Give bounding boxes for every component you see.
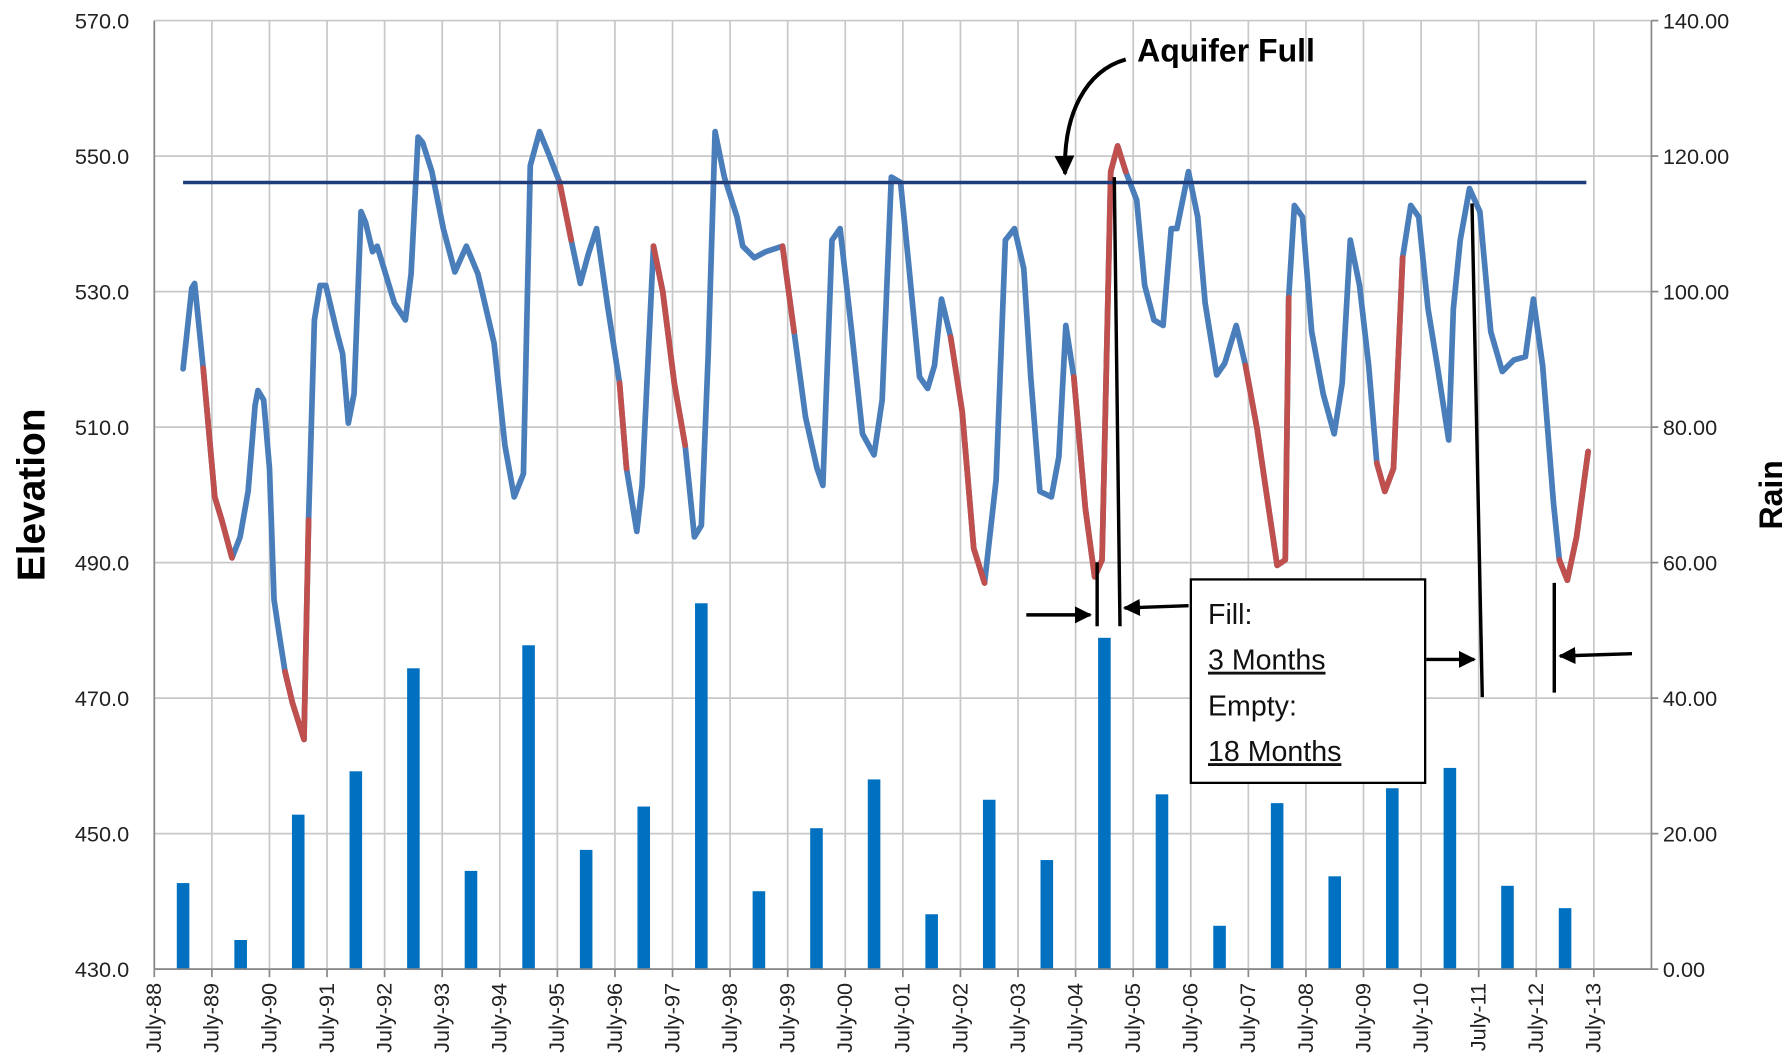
x-tick-label: July-96: [602, 983, 627, 1053]
x-tick-label: July-05: [1120, 983, 1145, 1053]
annotation-box: [1189, 578, 1427, 784]
bar: [982, 799, 996, 970]
bar: [1501, 885, 1514, 970]
x-tick-label: July-07: [1235, 983, 1260, 1053]
y2-tick-label: 140.00: [1663, 9, 1729, 34]
bar: [1098, 637, 1111, 970]
y-tick-label: 430.0: [75, 957, 129, 982]
y2-tick-label: 100.00: [1663, 280, 1729, 305]
annotation-arrow: [1054, 57, 1127, 176]
y2-tick-label: 60.00: [1663, 551, 1717, 576]
x-tick-label: July-00: [832, 983, 857, 1053]
x-tick-label: July-99: [775, 983, 800, 1053]
annotation-text: Aquifer Full: [1137, 33, 1315, 69]
x-tick-label: July-04: [1062, 983, 1087, 1053]
x-tick-label: July-90: [256, 983, 281, 1053]
y-axis-title: Elevation: [11, 409, 54, 582]
y2-tick-label: 80.00: [1663, 415, 1717, 440]
marker-line: [1112, 177, 1122, 627]
x-tick-label: July-12: [1523, 983, 1548, 1053]
annotation-arrow: [1558, 646, 1633, 665]
bar: [234, 940, 247, 970]
bar: [637, 806, 651, 970]
bar: [1270, 803, 1284, 970]
x-tick-label: July-09: [1350, 983, 1375, 1053]
annotation-arrow: [1122, 598, 1189, 617]
x-tick-label: July-11: [1466, 983, 1491, 1051]
box-text: 3 Months: [1208, 645, 1326, 677]
bar: [867, 779, 881, 970]
bar: [522, 645, 535, 970]
bar: [1558, 908, 1572, 970]
y2-axis-title: Rain: [1753, 460, 1789, 529]
bar: [925, 914, 938, 970]
y-tick-label: 570.0: [75, 9, 129, 34]
x-tick-label: July-88: [141, 983, 166, 1053]
bar: [176, 883, 190, 970]
x-tick-label: July-92: [371, 983, 396, 1053]
x-tick-label: July-03: [1005, 983, 1030, 1053]
x-tick-label: July-89: [199, 983, 224, 1053]
bar: [1040, 860, 1054, 970]
y-tick-label: 450.0: [75, 822, 129, 847]
y2-tick-label: 20.00: [1663, 822, 1717, 847]
y2-tick-label: 0.00: [1663, 957, 1705, 982]
y-tick-label: 510.0: [75, 415, 129, 440]
x-tick-label: July-01: [890, 983, 915, 1053]
bar: [407, 668, 420, 970]
y-tick-label: 530.0: [75, 280, 129, 305]
x-tick-label: July-94: [487, 983, 512, 1053]
box-text: Fill:: [1208, 599, 1252, 631]
bar: [349, 771, 363, 970]
bar: [695, 603, 708, 970]
x-tick-label: July-97: [659, 983, 684, 1053]
bar: [1443, 767, 1457, 970]
x-tick-label: July-08: [1293, 983, 1318, 1053]
y-tick-label: 470.0: [75, 686, 129, 711]
line-series: [180, 128, 1591, 743]
bar: [579, 849, 593, 970]
box-text: 18 Months: [1208, 736, 1341, 768]
x-tick-label: July-91: [314, 983, 339, 1053]
y-tick-label: 550.0: [75, 144, 129, 169]
x-tick-label: July-10: [1408, 983, 1433, 1053]
bar: [810, 828, 823, 970]
y2-tick-label: 40.00: [1663, 686, 1717, 711]
line-series: [200, 143, 1591, 743]
marker-line: [1470, 203, 1484, 698]
bar: [1328, 876, 1342, 970]
bar: [1386, 788, 1399, 970]
bar: [1155, 794, 1169, 970]
x-tick-label: July-06: [1178, 983, 1203, 1053]
bar: [752, 891, 766, 970]
x-tick-label: July-98: [717, 983, 742, 1053]
bar: [464, 870, 478, 970]
box-text: Empty:: [1208, 690, 1297, 722]
bar: [1213, 925, 1226, 970]
bar: [291, 814, 305, 970]
y2-tick-label: 120.00: [1663, 144, 1729, 169]
x-tick-label: July-13: [1581, 983, 1606, 1053]
y-tick-label: 490.0: [75, 551, 129, 576]
annotations: Aquifer Full Fill: 3 Months Empty: 18 Mo…: [1026, 33, 1633, 784]
x-tick-label: July-02: [947, 983, 972, 1053]
x-tick-label: July-93: [429, 983, 454, 1053]
x-tick-label: July-95: [544, 983, 569, 1053]
